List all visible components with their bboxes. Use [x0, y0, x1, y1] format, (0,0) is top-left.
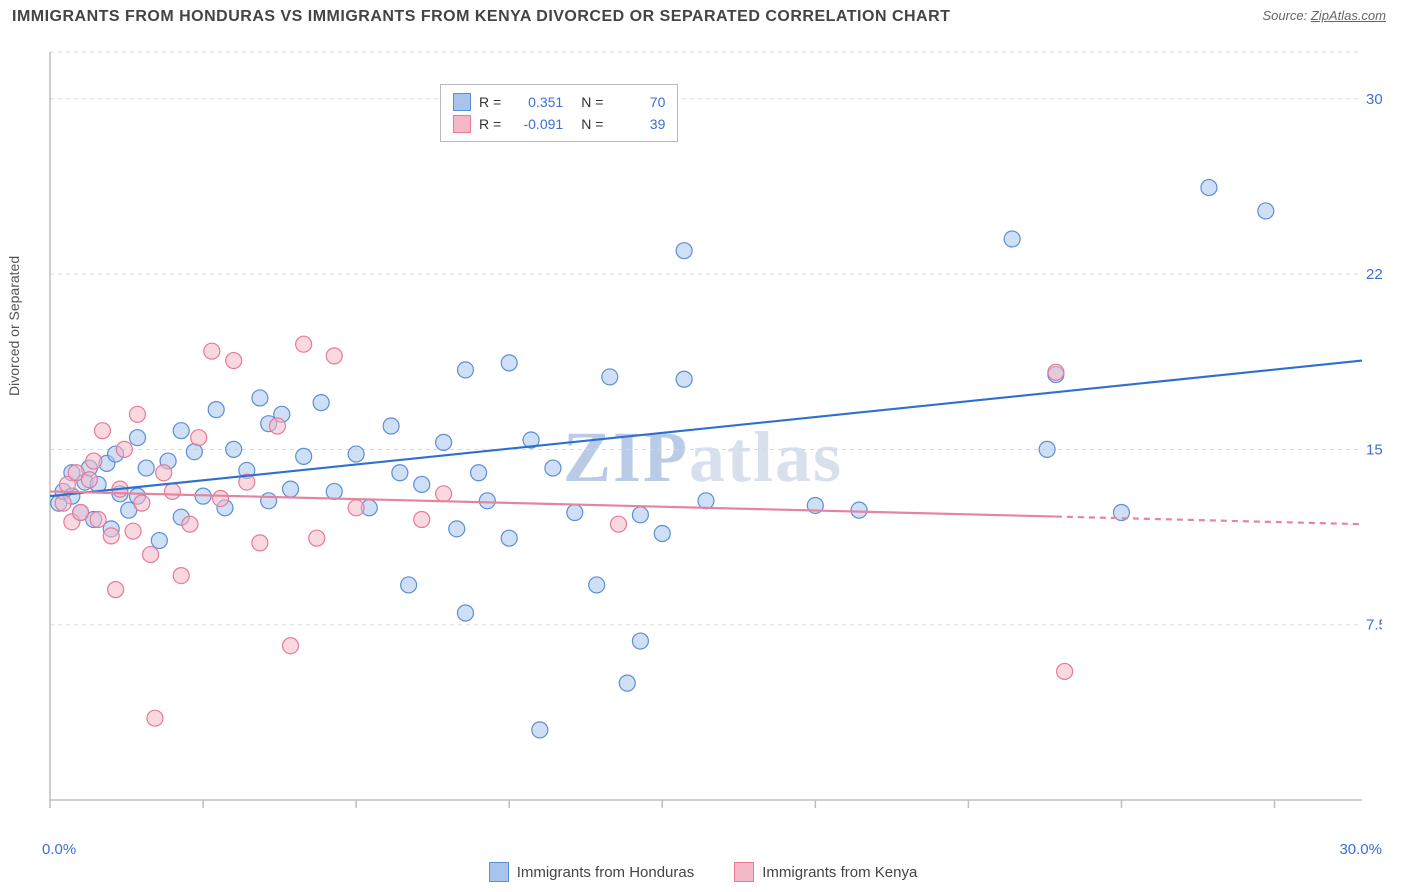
n-label: N = [581, 91, 603, 113]
svg-text:15.0%: 15.0% [1366, 441, 1382, 458]
x-axis-min-label: 0.0% [42, 841, 76, 858]
legend-swatch [453, 93, 471, 111]
source-attr: Source: ZipAtlas.com [1262, 8, 1386, 23]
chart-title: IMMIGRANTS FROM HONDURAS VS IMMIGRANTS F… [12, 8, 950, 26]
n-value: 39 [611, 113, 665, 135]
n-value: 70 [611, 91, 665, 113]
r-value: -0.091 [509, 113, 563, 135]
r-value: 0.351 [509, 91, 563, 113]
r-label: R = [479, 91, 501, 113]
stats-legend-row: R = 0.351 N = 70 [453, 91, 665, 113]
series-legend-label: Immigrants from Honduras [517, 864, 695, 881]
x-axis-max-label: 30.0% [1339, 841, 1382, 858]
scatter-plot: 7.5% 15.0% 22.5% 30.0% [42, 40, 1382, 830]
stats-legend-row: R = -0.091 N = 39 [453, 113, 665, 135]
series-legend-item: Immigrants from Kenya [734, 862, 917, 882]
r-label: R = [479, 113, 501, 135]
n-label: N = [581, 113, 603, 135]
source-prefix: Source: [1262, 8, 1310, 23]
legend-swatch [453, 115, 471, 133]
legend-swatch [489, 862, 509, 882]
legend-swatch [734, 862, 754, 882]
source-link[interactable]: ZipAtlas.com [1311, 8, 1386, 23]
series-legend-label: Immigrants from Kenya [762, 864, 917, 881]
stats-legend: R = 0.351 N = 70 R = -0.091 N = 39 [440, 84, 678, 142]
chart-area: Divorced or Separated ZIPatlas 7.5%15.0%… [0, 40, 1406, 892]
y-axis-label: Divorced or Separated [6, 256, 22, 396]
svg-text:22.5%: 22.5% [1366, 266, 1382, 283]
series-legend-item: Immigrants from Honduras [489, 862, 695, 882]
svg-text:7.5%: 7.5% [1366, 617, 1382, 634]
series-legend: Immigrants from Honduras Immigrants from … [0, 862, 1406, 886]
svg-text:30.0%: 30.0% [1366, 91, 1382, 108]
